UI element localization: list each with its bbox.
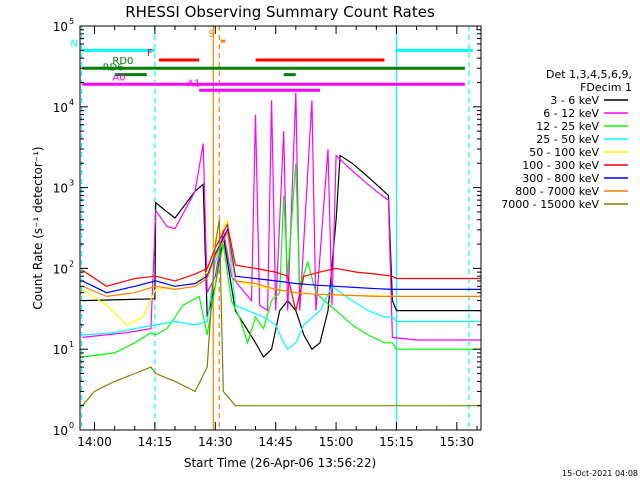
legend-label-6: 300 - 800 keV — [522, 172, 599, 185]
y-tick-label: 10 — [53, 20, 68, 34]
legend-label-4: 50 - 100 keV — [529, 146, 599, 159]
y-tick-exponent: 2 — [69, 259, 74, 268]
series-line-2 — [82, 163, 481, 358]
legend-label-8: 7000 - 15000 keV — [501, 198, 599, 211]
y-tick-label: 10 — [53, 343, 68, 357]
x-tick-label: 14:30 — [198, 435, 233, 449]
x-tick-label: 14:45 — [258, 435, 293, 449]
y-axis-label: Count Rate (s⁻¹ detector⁻¹) — [31, 146, 45, 309]
legend-label-7: 800 - 7000 keV — [515, 185, 599, 198]
legend-label-2: 12 - 25 keV — [536, 120, 599, 133]
y-tick-exponent: 4 — [69, 98, 74, 107]
flag-label-n: N — [70, 38, 77, 49]
x-axis-label: Start Time (26-Apr-06 13:56:22) — [184, 456, 376, 470]
x-tick-label: 14:00 — [77, 435, 112, 449]
flag-label-a0: A0 — [112, 72, 125, 83]
legend-label-0: 3 - 6 keV — [550, 94, 599, 107]
series-line-3 — [82, 229, 481, 351]
x-tick-label: 15:30 — [440, 435, 475, 449]
legend-label-1: 6 - 12 keV — [543, 107, 599, 120]
legend-label-3: 25 - 50 keV — [536, 133, 599, 146]
flag-label-rd0: RD0 — [112, 56, 133, 67]
y-tick-exponent: 0 — [69, 421, 74, 430]
y-tick-label: 10 — [53, 182, 68, 196]
y-tick-label: 10 — [53, 424, 68, 438]
series-line-7 — [82, 230, 481, 298]
series-line-1 — [82, 92, 481, 341]
y-tick-label: 10 — [53, 262, 68, 276]
series-line-8 — [81, 219, 481, 407]
flag-label-s: S — [209, 29, 215, 40]
y-tick-exponent: 5 — [69, 17, 74, 26]
x-tick-label: 15:15 — [379, 435, 414, 449]
legend-label-5: 100 - 300 keV — [522, 159, 599, 172]
flag-label-rd6: RD6 — [103, 63, 124, 74]
y-tick-exponent: 3 — [69, 179, 74, 188]
x-tick-label: 14:15 — [138, 435, 173, 449]
x-tick-label: 15:00 — [319, 435, 354, 449]
series-line-5 — [82, 222, 481, 311]
series-line-6 — [82, 227, 481, 294]
flag-label-a1: A1 — [187, 78, 200, 89]
y-tick-label: 10 — [53, 101, 68, 115]
plot-frame — [79, 25, 482, 431]
render-timestamp: 15-Oct-2021 04:08 — [562, 469, 638, 478]
legend-header-line: FDecim 1 — [580, 81, 632, 94]
chart-title: RHESSI Observing Summary Count Rates — [125, 3, 435, 21]
flag-label-f: F — [147, 48, 153, 59]
y-tick-exponent: 1 — [69, 340, 74, 349]
legend-header-line: Det 1,3,4,5,6,9, — [546, 68, 632, 81]
